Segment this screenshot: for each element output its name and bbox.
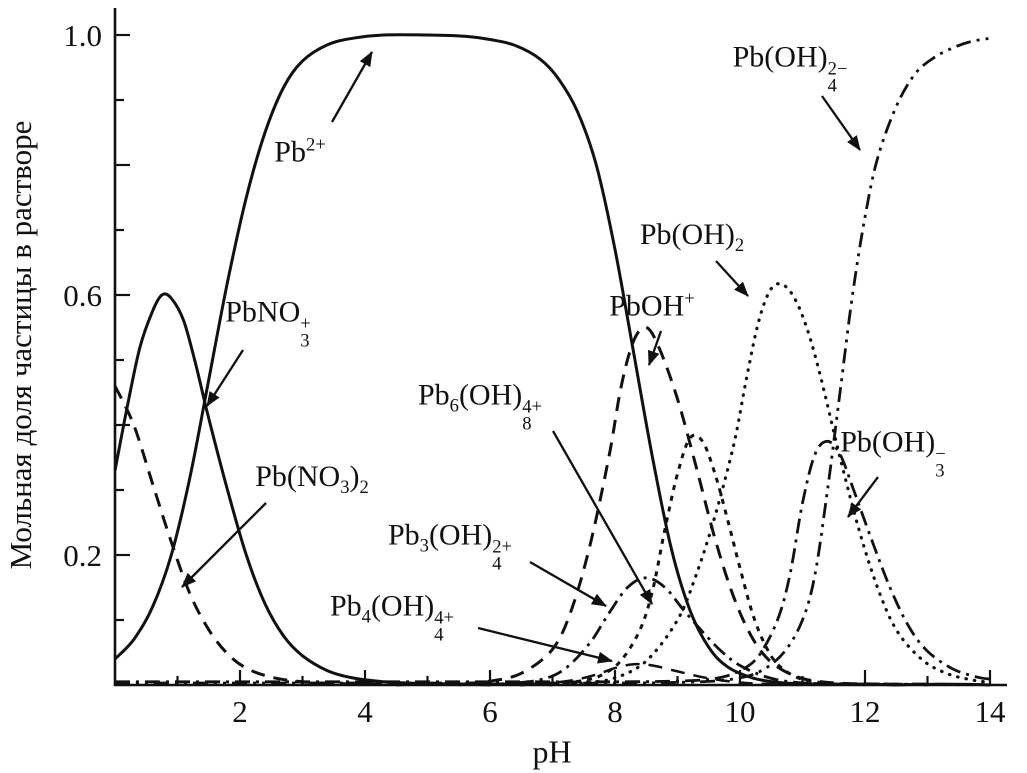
label-pboh: PbOH+ [609,288,695,323]
y-tick-label: 0.6 [63,278,102,313]
annotation-arrow [552,430,653,605]
x-tick-label: 6 [482,694,498,729]
x-tick-label: 12 [850,694,881,729]
label-pb4-oh-4-4: Pb4(OH) 4+ 4 [329,589,455,646]
y-axis-title: Мольная доля частицы в растворе [3,120,38,570]
x-axis-title: pH [532,733,572,770]
annotation-arrow [206,349,244,407]
label-pb6-oh-8-4: Pb6(OH) 4+ 8 [417,378,543,435]
x-tick-label: 2 [232,694,248,729]
label-pb-no3-2: Pb(NO3)2 [255,459,369,498]
series-pb3-oh-4-2 [458,576,928,687]
series-pb-oh-2 [519,282,992,687]
label-pb3-oh-4-2: Pb3(OH) 2+ 4 [387,518,513,575]
series-pb-no3-2 [113,385,491,687]
annotation-arrow [181,502,267,588]
annotation-arrow [821,95,861,151]
annotation-arrow [529,561,607,607]
annotation-arrow [847,476,879,518]
label-pbno3: PbNO +3 [225,295,311,352]
annotation-arrow [647,330,663,366]
label-pb2: Pb2+ [274,134,326,169]
x-tick-label: 10 [725,694,756,729]
y-tick-label: 1.0 [63,18,102,53]
annotation-arrow [715,260,749,297]
y-ticks: 0.2 0.6 1.0 [63,18,130,622]
x-ticks: 2 4 6 8 10 12 14 [176,670,1007,729]
series-pb-oh-4-2 [114,36,991,685]
annotation-arrow [331,51,373,123]
label-pb-oh-3: Pb(OH) −3 [840,425,946,482]
series-pb2 [113,33,991,687]
x-tick-label: 8 [607,694,623,729]
x-tick-label: 14 [975,694,1007,729]
x-tick-label: 4 [357,694,373,729]
y-tick-label: 0.2 [63,538,102,573]
label-pb-oh-2: Pb(OH)2 [639,217,745,256]
axes [113,8,1007,687]
series-pb-oh-3 [115,439,991,684]
label-pb-oh-4-2: Pb(OH) 2− 4 [732,40,848,97]
annotation-arrow [477,626,613,664]
